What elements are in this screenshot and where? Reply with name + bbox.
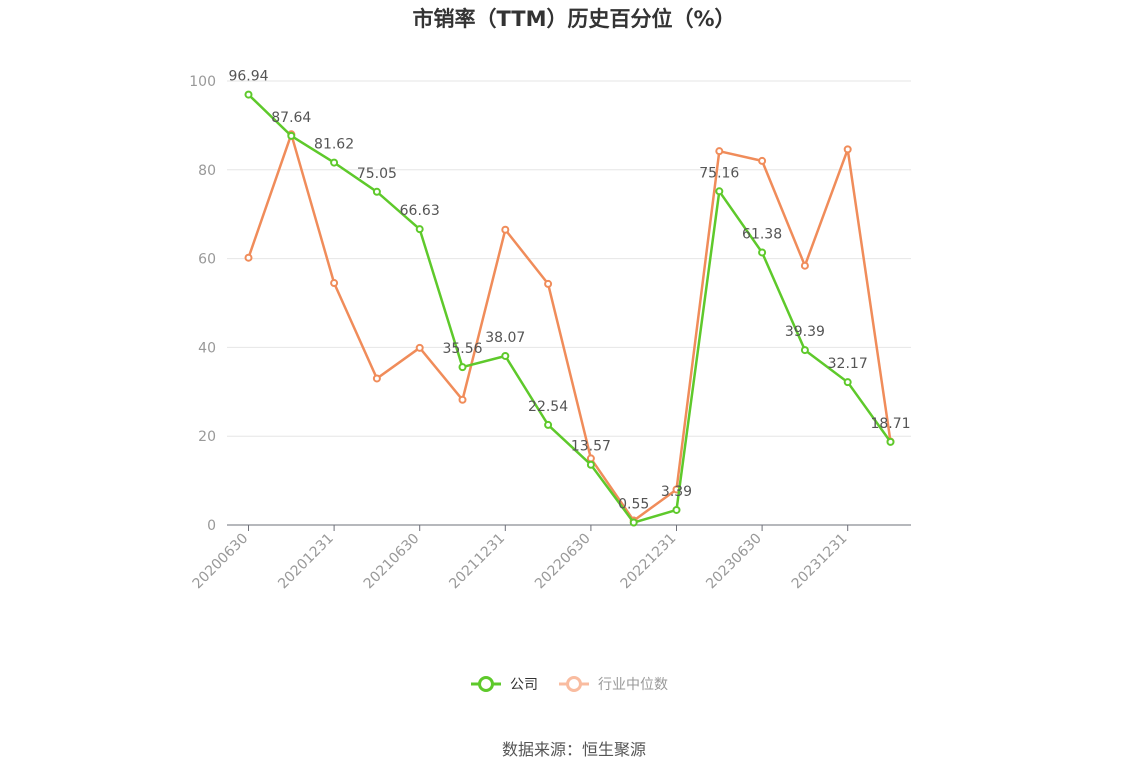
industry-median-point[interactable] [372,374,381,383]
company-data-label: 13.57 [571,439,611,455]
company-point[interactable] [672,505,681,514]
series-layer [244,90,895,527]
chart-title: 市销率（TTM）历史百分位（%） [412,7,735,31]
industry-median-point[interactable] [244,253,253,262]
x-tick-label: 20231231 [789,531,851,593]
x-tick-label: 20200630 [190,531,252,593]
legend[interactable]: 公司 行业中位数 [471,676,668,693]
company-data-label: 39.39 [785,324,825,340]
company-line [247,93,892,524]
source-note: 数据来源：恒生聚源 [502,740,646,759]
industry-median-point[interactable] [800,261,809,270]
company-data-label: 75.05 [357,166,397,182]
industry-median-point[interactable] [501,225,510,234]
company-point[interactable] [544,420,553,429]
industry-median-point[interactable] [715,147,724,156]
company-point[interactable] [372,187,381,196]
industry-median-point[interactable] [330,279,339,288]
company-point[interactable] [287,131,296,140]
company-data-label: 32.17 [828,356,868,372]
x-tick-label: 20221231 [618,531,680,593]
company-data-label: 81.62 [314,137,354,153]
industry-median-line [247,133,892,522]
company-point[interactable] [415,225,424,234]
x-tick-label: 20230630 [703,531,765,593]
company-point[interactable] [886,437,895,446]
company-data-label: 61.38 [742,226,782,242]
legend-company-marker [478,676,494,692]
y-tick-label: 40 [198,340,216,356]
legend-industry-marker [566,676,582,692]
company-data-label: 22.54 [528,399,568,415]
company-point[interactable] [715,187,724,196]
industry-median-point[interactable] [415,343,424,352]
x-tick-label: 20201231 [275,531,337,593]
industry-median-point[interactable] [458,395,467,404]
company-data-label: 18.71 [870,416,910,432]
grid-lines [227,80,911,437]
legend-company-label: 公司 [510,677,538,693]
company-point[interactable] [330,158,339,167]
legend-item-company[interactable]: 公司 [471,676,538,693]
company-data-label: 66.63 [400,203,440,219]
company-point[interactable] [843,378,852,387]
company-data-label: 35.56 [442,341,482,357]
industry-median-point[interactable] [586,454,595,463]
x-tick-label: 20210630 [361,531,423,593]
y-axis: 0 20 40 60 80 100 [189,74,216,534]
company-point[interactable] [800,346,809,355]
industry-median-point[interactable] [758,156,767,165]
y-tick-label: 60 [198,252,216,268]
company-point[interactable] [586,460,595,469]
company-data-label: 3.39 [661,484,692,500]
company-data-label: 75.16 [699,165,739,181]
y-tick-label: 20 [198,429,216,445]
x-axis: 20200630 20201231 20210630 20211231 20220630… [190,524,911,593]
y-tick-label: 80 [198,163,216,179]
series-company [244,90,895,527]
industry-median-point[interactable] [544,279,553,288]
x-tick-label: 20211231 [446,531,508,593]
industry-median-point[interactable] [843,145,852,154]
company-point[interactable] [501,351,510,360]
legend-industry-label: 行业中位数 [598,677,668,693]
company-point[interactable] [629,518,638,527]
y-tick-label: 0 [207,518,216,534]
x-tick-label: 20220630 [532,531,594,593]
company-data-label: 87.64 [271,110,311,126]
company-point[interactable] [244,90,253,99]
company-data-label: 0.55 [618,497,649,513]
company-point[interactable] [758,248,767,257]
company-data-label: 96.94 [228,69,268,85]
company-data-label: 38.07 [485,330,525,346]
y-tick-label: 100 [189,74,216,90]
legend-item-industry-median[interactable]: 行业中位数 [559,676,668,693]
company-point[interactable] [458,363,467,372]
